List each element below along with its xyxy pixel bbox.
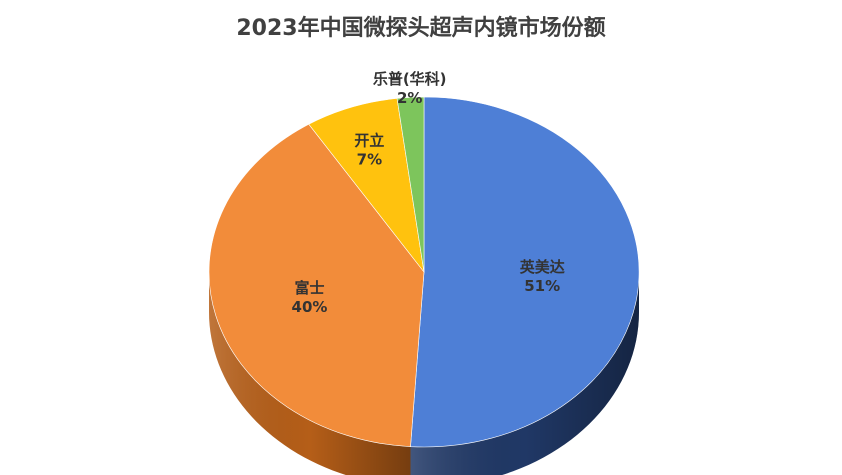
slice-label-percent-2: 7% [357,151,382,169]
pie-slices [208,96,640,448]
slice-label-category-1: 富士 [294,279,324,297]
slice-label-percent-1: 40% [292,298,328,316]
pie-slice-1 [208,123,425,447]
pie-side-shade-0 [410,272,639,475]
pie-depth [209,272,639,475]
slice-label-percent-3: 2% [397,89,422,107]
slice-label-category-0: 英美达 [520,258,565,276]
slice-label-percent-0: 51% [524,277,560,295]
slice-label-category-3: 乐普(华科) [373,70,447,88]
pie-slice-0 [410,96,640,448]
slice-label-category-2: 开立 [354,132,384,150]
pie-side-shade-1 [209,272,411,475]
chart-title: 2023年中国微探头超声内镜市场份额 [236,16,606,41]
pie-slice-3 [396,96,425,273]
